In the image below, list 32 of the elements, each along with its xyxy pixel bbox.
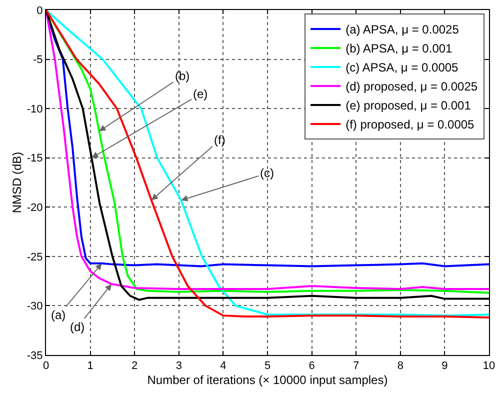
y-tick-label: 0 — [36, 4, 43, 17]
x-tick-label: 4 — [220, 360, 226, 372]
x-tick-label: 8 — [397, 360, 404, 372]
annotation: (c) — [260, 166, 274, 180]
y-tick-label: -20 — [26, 202, 43, 214]
x-axis-title: Number of iterations (× 10000 input samples) — [147, 373, 388, 388]
annotation: (f) — [214, 133, 226, 147]
x-tick-label: 6 — [308, 360, 315, 372]
legend-label: (d) proposed, μ = 0.0025 — [346, 80, 478, 94]
x-tick-label: 9 — [442, 360, 448, 372]
annotation: (e) — [193, 87, 208, 101]
annotation: (d) — [70, 320, 85, 334]
x-tick-label: 5 — [264, 360, 271, 372]
annotation: (a) — [51, 308, 66, 322]
y-axis-title: NMSD (dB) — [10, 152, 24, 214]
legend-label: (a) APSA, μ = 0.0025 — [346, 22, 460, 37]
legend-label: (b) APSA, μ = 0.001 — [346, 42, 453, 56]
x-tick-label: 7 — [353, 360, 360, 372]
x-tick-label: 2 — [132, 360, 138, 372]
y-tick-label: -5 — [33, 54, 43, 66]
y-tick-label: -30 — [26, 300, 43, 313]
y-tick-label: -25 — [26, 251, 43, 264]
legend-label: (e) proposed, μ = 0.001 — [346, 98, 472, 113]
x-tick-label: 3 — [176, 360, 182, 372]
y-tick-label: -10 — [26, 103, 43, 116]
y-tick-label: -15 — [26, 152, 43, 165]
legend-label: (c) APSA, μ = 0.0005 — [346, 60, 459, 75]
x-tick-label: 1 — [87, 360, 94, 372]
annotation: (b) — [175, 69, 190, 83]
legend-label: (f) proposed, μ = 0.0005 — [346, 118, 475, 132]
x-tick-label: 10 — [482, 360, 496, 372]
y-tick-label: -35 — [26, 350, 43, 362]
